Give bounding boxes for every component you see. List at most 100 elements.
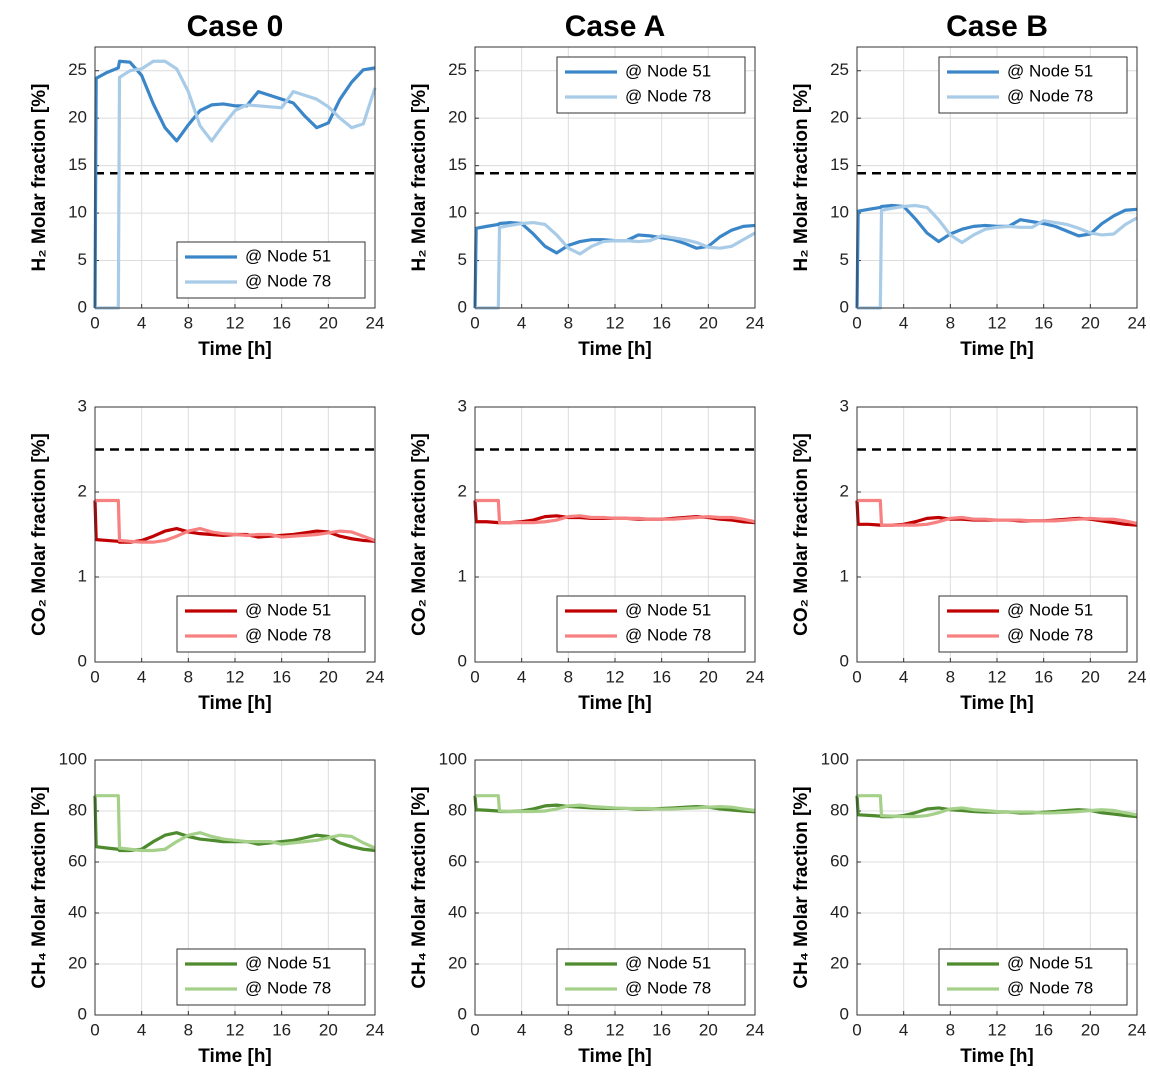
data-line — [94, 794, 376, 853]
y-tick-label: 5 — [840, 250, 849, 269]
x-axis-label: Time [h] — [960, 693, 1034, 714]
x-axis-label: Time [h] — [960, 339, 1034, 360]
x-tick-label: 4 — [517, 313, 526, 332]
x-axis-label: Time [h] — [578, 1046, 652, 1067]
y-tick-label: 20 — [448, 108, 467, 127]
x-axis-label: Time [h] — [578, 339, 652, 360]
x-tick-label: 20 — [699, 667, 718, 686]
x-tick-label: 12 — [606, 667, 625, 686]
y-tick-label: 40 — [448, 902, 467, 921]
x-tick-label: 12 — [988, 1020, 1007, 1039]
y-axis-label: CH₄ Molar fraction [%] — [791, 786, 812, 988]
y-tick-label: 5 — [458, 250, 467, 269]
x-tick-label: 4 — [137, 313, 146, 332]
chart-title: Case 0 — [187, 10, 284, 43]
plot-frame — [856, 46, 1138, 309]
legend-box — [938, 948, 1128, 1006]
y-tick-label: 80 — [830, 800, 849, 819]
data-line — [474, 220, 756, 310]
x-axis-label: Time [h] — [198, 693, 272, 714]
legend: @ Node 51 @ Node 78 — [938, 56, 1128, 114]
y-tick-label: 0 — [78, 651, 87, 670]
y-tick-label: 0 — [840, 297, 849, 316]
legend-box — [556, 56, 746, 114]
data-line — [856, 498, 1138, 527]
legend-box — [556, 948, 746, 1006]
x-tick-label: 0 — [470, 313, 479, 332]
x-tick-label: 24 — [746, 313, 765, 332]
y-tick-label: 0 — [78, 1004, 87, 1023]
legend-box — [176, 241, 366, 299]
x-tick-label: 20 — [699, 1020, 718, 1039]
y-tick-label: 3 — [840, 396, 849, 415]
legend-label: @ Node 51 — [245, 953, 331, 972]
x-tick-label: 4 — [137, 1020, 146, 1039]
y-tick-label: 3 — [78, 396, 87, 415]
legend-box — [938, 56, 1128, 114]
y-tick-label: 0 — [458, 1004, 467, 1023]
x-tick-label: 20 — [1081, 667, 1100, 686]
plot-frame — [474, 406, 756, 663]
x-tick-label: 12 — [606, 313, 625, 332]
y-tick-label: 20 — [830, 953, 849, 972]
x-tick-label: 20 — [319, 667, 338, 686]
x-tick-label: 16 — [272, 313, 291, 332]
chart-title: Case B — [946, 10, 1048, 43]
y-tick-label: 100 — [821, 749, 849, 768]
x-tick-label: 8 — [564, 313, 573, 332]
x-tick-label: 8 — [184, 1020, 193, 1039]
legend: @ Node 51 @ Node 78 — [176, 948, 366, 1006]
legend: @ Node 51 @ Node 78 — [556, 595, 746, 653]
legend: @ Node 51 @ Node 78 — [176, 595, 366, 653]
legend-box — [556, 595, 746, 653]
y-axis-label: H₂ Molar fraction [%] — [29, 84, 50, 272]
legend: @ Node 51 @ Node 78 — [938, 948, 1128, 1006]
x-tick-label: 20 — [1081, 1020, 1100, 1039]
x-tick-label: 4 — [899, 667, 908, 686]
y-tick-label: 1 — [458, 566, 467, 585]
x-tick-label: 16 — [272, 1020, 291, 1039]
x-tick-label: 0 — [470, 1020, 479, 1039]
x-tick-label: 0 — [90, 313, 99, 332]
y-tick-label: 0 — [458, 297, 467, 316]
legend-label: @ Node 51 — [1007, 600, 1093, 619]
legend-label: @ Node 51 — [625, 61, 711, 80]
plot-frame — [856, 759, 1138, 1016]
x-tick-label: 16 — [1034, 1020, 1053, 1039]
data-line — [94, 59, 377, 310]
x-tick-label: 20 — [319, 1020, 338, 1039]
y-tick-label: 0 — [458, 651, 467, 670]
x-tick-label: 4 — [137, 667, 146, 686]
legend-label: @ Node 78 — [625, 625, 711, 644]
legend-label: @ Node 51 — [245, 246, 331, 265]
y-tick-label: 10 — [830, 203, 849, 222]
y-axis-label: H₂ Molar fraction [%] — [409, 84, 430, 272]
y-tick-label: 1 — [78, 566, 87, 585]
legend-label: @ Node 51 — [1007, 953, 1093, 972]
y-tick-label: 20 — [448, 953, 467, 972]
data-line — [856, 203, 1138, 310]
y-tick-label: 2 — [78, 481, 87, 500]
data-line — [855, 203, 1138, 309]
y-tick-label: 25 — [68, 60, 87, 79]
y-tick-label: 25 — [448, 60, 467, 79]
x-tick-label: 8 — [946, 313, 955, 332]
x-tick-label: 12 — [988, 313, 1007, 332]
y-tick-label: 80 — [448, 800, 467, 819]
y-tick-label: 15 — [68, 155, 87, 174]
x-tick-label: 0 — [90, 1020, 99, 1039]
y-tick-label: 0 — [840, 651, 849, 670]
y-axis-label: H₂ Molar fraction [%] — [791, 84, 812, 272]
x-tick-label: 8 — [184, 667, 193, 686]
x-tick-label: 16 — [652, 1020, 671, 1039]
data-line — [93, 795, 376, 853]
y-tick-label: 10 — [448, 203, 467, 222]
x-tick-label: 4 — [899, 313, 908, 332]
x-tick-label: 12 — [988, 667, 1007, 686]
x-tick-label: 24 — [1128, 667, 1147, 686]
x-tick-label: 16 — [652, 667, 671, 686]
x-tick-label: 24 — [366, 667, 385, 686]
x-tick-label: 16 — [652, 313, 671, 332]
y-tick-label: 20 — [68, 953, 87, 972]
x-tick-label: 8 — [184, 313, 193, 332]
